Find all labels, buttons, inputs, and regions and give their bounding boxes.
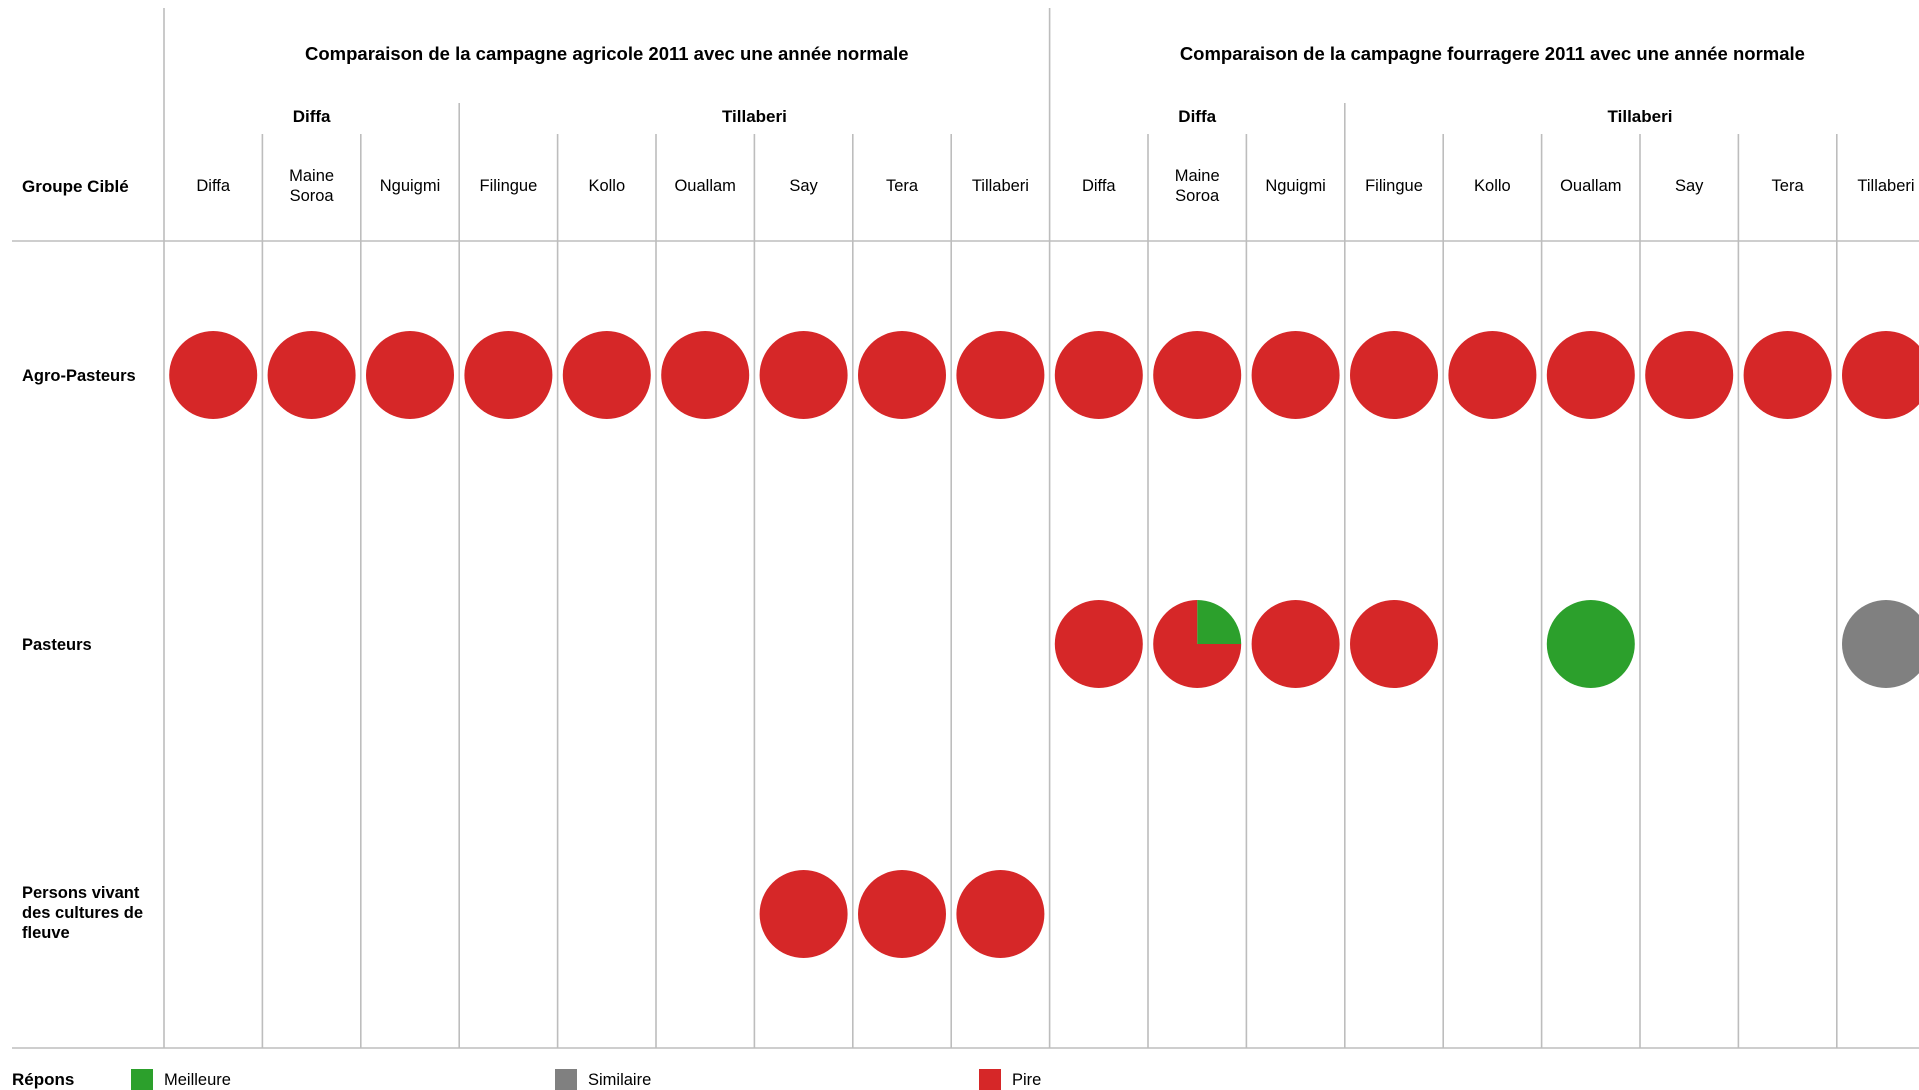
district-label: Maine Soroa (289, 167, 334, 205)
response-pie (169, 331, 258, 419)
response-pie (1350, 600, 1438, 688)
pie-slice-pire (759, 870, 848, 958)
pie-slice-pire (661, 331, 750, 419)
district-label: Kollo (588, 177, 625, 195)
district-label: Tillaberi (972, 177, 1029, 195)
response-pie (1251, 331, 1340, 419)
pie-slice-pire (1054, 600, 1143, 688)
pie-slice-pire (1153, 331, 1242, 419)
region-label: Tillaberi (1608, 107, 1673, 126)
response-pie (661, 331, 750, 419)
response-pie (1350, 331, 1438, 419)
legend-swatch-pire (979, 1069, 1001, 1090)
response-pie (1251, 600, 1340, 688)
district-label: Kollo (1474, 177, 1511, 195)
pie-slice-meilleure (1546, 600, 1635, 688)
response-pie (1842, 331, 1919, 419)
pie-slice-pire (1448, 331, 1537, 419)
pie-slice-similaire (1842, 600, 1919, 688)
pie-slice-pire (1054, 331, 1143, 419)
legend-title: Répons (12, 1070, 74, 1089)
pie-slice-pire (1842, 331, 1919, 419)
pie-slice-pire (562, 331, 651, 419)
district-label: Maine Soroa (1175, 167, 1220, 205)
region-label: Tillaberi (722, 107, 787, 126)
response-pie (267, 331, 356, 419)
pie-slice-pire (858, 870, 946, 958)
response-pie (1054, 600, 1143, 688)
district-label: Nguigmi (1265, 177, 1326, 195)
pie-slice-pire (1251, 600, 1340, 688)
row-label: Pasteurs (22, 636, 92, 654)
pie-slice-pire (169, 331, 258, 419)
legend: Répons Meilleure Similaire Pire (12, 1069, 1041, 1090)
pie-slice-pire (1251, 331, 1340, 419)
response-pie (1448, 331, 1537, 419)
row-header-label: Groupe Ciblé (22, 177, 129, 196)
response-pie (1153, 600, 1242, 688)
response-pie (562, 331, 651, 419)
response-pie (1842, 600, 1919, 688)
response-pie (1546, 331, 1635, 419)
grid-lines (12, 8, 1919, 1049)
column-headers: Groupe Ciblé Comparaison de la campagne a… (22, 43, 1915, 205)
response-pie (1054, 331, 1143, 419)
row-label: Agro-Pasteurs (22, 367, 136, 385)
legend-label-pire: Pire (1012, 1071, 1041, 1089)
region-label: Diffa (1178, 107, 1216, 126)
district-label: Diffa (196, 177, 230, 195)
pie-slice-meilleure (1197, 600, 1242, 644)
district-label: Say (1675, 177, 1704, 195)
district-label: Tera (1772, 177, 1805, 195)
pie-slice-pire (1546, 331, 1635, 419)
group-title: Comparaison de la campagne agricole 2011… (305, 43, 909, 64)
pie-slice-pire (1645, 331, 1734, 419)
response-pie (366, 331, 454, 419)
response-pie (1153, 331, 1242, 419)
response-pie (464, 331, 553, 419)
pie-slice-pire (366, 331, 454, 419)
pie-slice-pire (464, 331, 553, 419)
district-label: Tera (886, 177, 919, 195)
response-marks (169, 331, 1919, 958)
row-label: Persons vivant des cultures de fleuve (22, 884, 143, 942)
response-pie (956, 331, 1045, 419)
legend-label-similaire: Similaire (588, 1071, 651, 1089)
pie-slice-pire (858, 331, 946, 419)
response-pie (858, 870, 946, 958)
pie-slice-pire (1153, 600, 1242, 688)
district-label: Filingue (1365, 177, 1423, 195)
pie-slice-pire (956, 331, 1045, 419)
group-title: Comparaison de la campagne fourragere 20… (1180, 43, 1805, 64)
district-label: Ouallam (1560, 177, 1621, 195)
response-pie (1546, 600, 1635, 688)
response-pie (759, 870, 848, 958)
response-pie (759, 331, 848, 419)
district-label: Diffa (1082, 177, 1116, 195)
pie-slice-pire (1350, 331, 1438, 419)
row-labels: Agro-Pasteurs Pasteurs Persons vivant des c… (22, 367, 143, 942)
region-label: Diffa (293, 107, 331, 126)
district-label: Filingue (480, 177, 538, 195)
response-pie (1743, 331, 1832, 419)
district-label: Ouallam (674, 177, 735, 195)
district-label: Nguigmi (380, 177, 441, 195)
pie-slice-pire (1350, 600, 1438, 688)
legend-swatch-similaire (555, 1069, 577, 1090)
legend-label-meilleure: Meilleure (164, 1071, 231, 1089)
district-label: Say (789, 177, 818, 195)
response-pie (1645, 331, 1734, 419)
pie-slice-pire (267, 331, 356, 419)
legend-swatch-meilleure (131, 1069, 153, 1090)
district-label: Tillaberi (1857, 177, 1914, 195)
pie-slice-pire (1743, 331, 1832, 419)
response-pie (956, 870, 1045, 958)
response-pie (858, 331, 946, 419)
pie-slice-pire (956, 870, 1045, 958)
pie-slice-pire (759, 331, 848, 419)
